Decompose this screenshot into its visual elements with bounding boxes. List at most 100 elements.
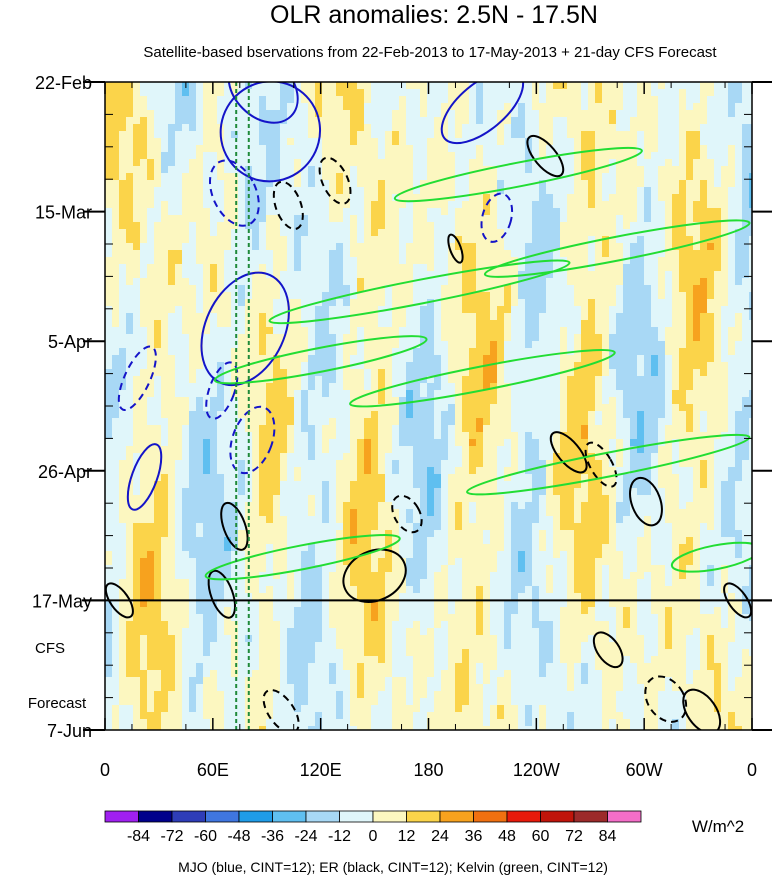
heat-cell (133, 348, 141, 356)
heat-cell (630, 390, 638, 398)
heat-cell (658, 299, 666, 307)
heat-cell (196, 278, 204, 286)
heat-cell (420, 418, 428, 426)
heat-cell (567, 418, 575, 426)
heat-cell (357, 222, 365, 230)
heat-cell (735, 96, 743, 104)
heat-cell (252, 299, 260, 307)
heat-cell (357, 320, 365, 328)
heat-cell (259, 257, 267, 265)
heat-cell (371, 124, 379, 132)
heat-cell (385, 117, 393, 125)
heat-cell (336, 243, 344, 251)
heat-cell (504, 187, 512, 195)
heat-cell (147, 439, 155, 447)
heat-cell (287, 299, 295, 307)
heat-cell (539, 418, 547, 426)
heat-cell (693, 390, 701, 398)
heat-cell (147, 446, 155, 454)
heat-cell (616, 362, 624, 370)
heat-cell (588, 348, 596, 356)
heat-cell (581, 159, 589, 167)
heat-cell (350, 222, 358, 230)
heat-cell (742, 159, 750, 167)
heat-cell (364, 215, 372, 223)
heat-cell (371, 390, 379, 398)
heat-cell (462, 299, 470, 307)
heat-cell (588, 236, 596, 244)
heat-cell (168, 173, 176, 181)
heat-cell (196, 166, 204, 174)
heat-cell (385, 390, 393, 398)
heat-cell (364, 159, 372, 167)
heat-cell (392, 89, 400, 97)
heat-cell (294, 229, 302, 237)
heat-cell (483, 299, 491, 307)
heat-cell (588, 173, 596, 181)
heat-cell (294, 236, 302, 244)
heat-cell (742, 320, 750, 328)
heat-cell (728, 222, 736, 230)
heat-cell (455, 96, 463, 104)
heat-cell (406, 397, 414, 405)
heat-cell (406, 145, 414, 153)
heat-cell (553, 299, 561, 307)
heat-cell (406, 138, 414, 146)
heat-cell (336, 453, 344, 461)
heat-cell (294, 138, 302, 146)
heat-cell (287, 117, 295, 125)
heat-cell (385, 348, 393, 356)
heat-cell (308, 362, 316, 370)
heat-cell (371, 334, 379, 342)
heat-cell (231, 439, 239, 447)
heat-cell (133, 355, 141, 363)
heat-cell (721, 103, 729, 111)
heat-cell (161, 348, 169, 356)
heat-cell (336, 110, 344, 118)
heat-cell (749, 446, 752, 454)
heat-cell (350, 96, 358, 104)
heat-cell (350, 201, 358, 209)
heat-cell (133, 243, 141, 251)
heat-cell (371, 145, 379, 153)
heat-cell (581, 341, 589, 349)
heat-cell (721, 138, 729, 146)
heat-cell (644, 173, 652, 181)
heat-cell (112, 411, 120, 419)
heat-cell (364, 236, 372, 244)
heat-cell (693, 439, 701, 447)
heat-cell (343, 271, 351, 279)
heat-cell (714, 138, 722, 146)
heat-cell (476, 243, 484, 251)
heat-cell (161, 187, 169, 195)
heat-cell (420, 355, 428, 363)
heat-cell (595, 257, 603, 265)
heat-cell (168, 411, 176, 419)
heat-cell (399, 264, 407, 272)
heat-cell (392, 103, 400, 111)
heat-cell (287, 152, 295, 160)
heat-cell (154, 355, 162, 363)
heat-cell (700, 411, 708, 419)
heat-cell (231, 425, 239, 433)
heat-cell (119, 341, 127, 349)
heat-cell (595, 271, 603, 279)
heat-cell (266, 390, 274, 398)
heat-cell (217, 285, 225, 293)
heat-cell (665, 383, 673, 391)
heat-cell (749, 96, 752, 104)
heat-cell (532, 215, 540, 223)
heat-cell (126, 376, 134, 384)
heat-cell (259, 215, 267, 223)
heat-cell (168, 257, 176, 265)
heat-cell (658, 152, 666, 160)
heat-cell (651, 306, 659, 314)
heat-cell (420, 82, 428, 90)
heat-cell (637, 425, 645, 433)
heat-cell (119, 299, 127, 307)
heat-cell (196, 250, 204, 258)
heat-cell (420, 201, 428, 209)
heat-cell (294, 173, 302, 181)
heat-cell (203, 306, 211, 314)
heat-cell (147, 124, 155, 132)
